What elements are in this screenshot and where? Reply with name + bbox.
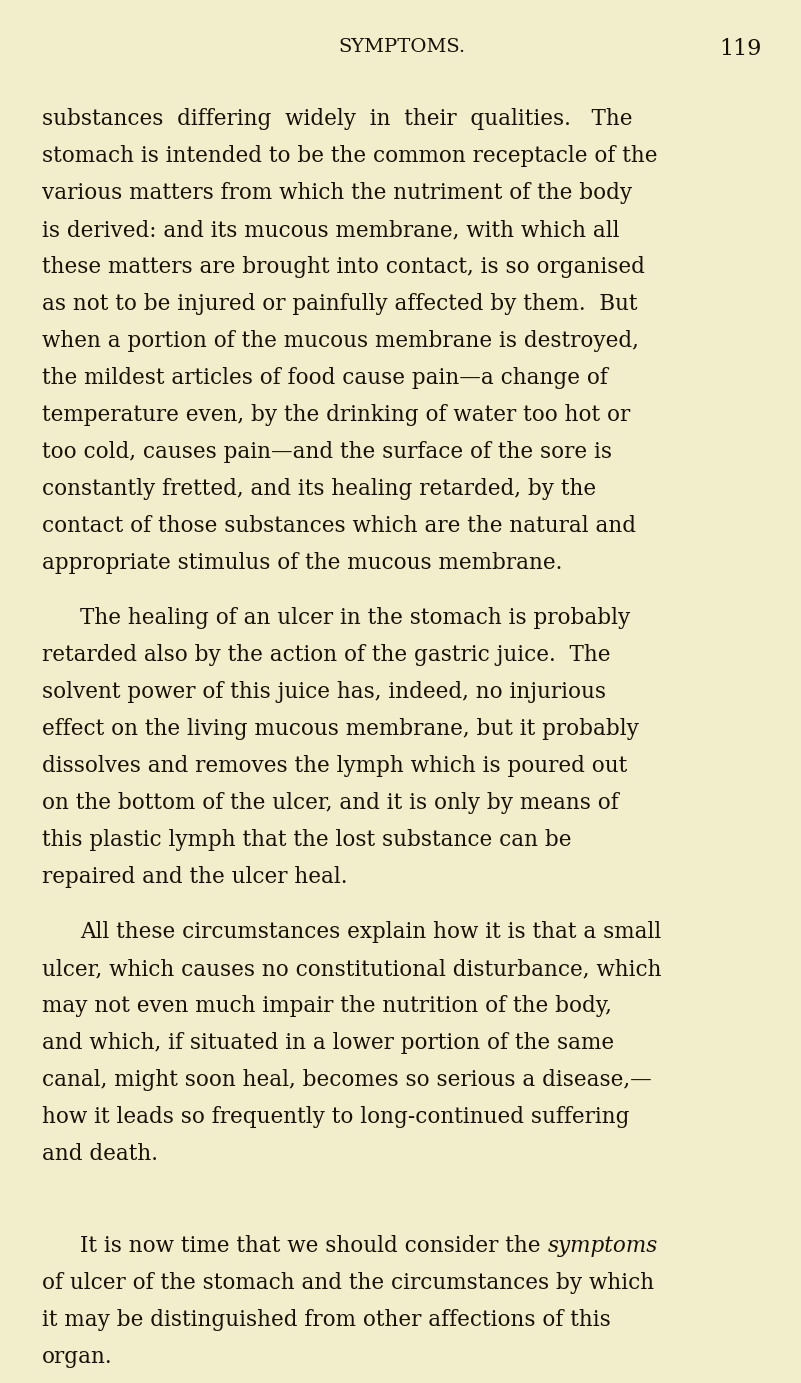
- Text: as not to be injured or painfully affected by them.  But: as not to be injured or painfully affect…: [42, 293, 638, 315]
- Text: is derived: and its mucous membrane, with which all: is derived: and its mucous membrane, wit…: [42, 219, 619, 241]
- Text: All these circumstances explain how it is that a small: All these circumstances explain how it i…: [80, 921, 662, 943]
- Text: contact of those substances which are the natural and: contact of those substances which are th…: [42, 514, 636, 537]
- Text: organ.: organ.: [42, 1346, 113, 1368]
- Text: the mildest articles of food cause pain—a change of: the mildest articles of food cause pain—…: [42, 366, 608, 389]
- Text: and death.: and death.: [42, 1142, 158, 1164]
- Text: It is now time that we should consider the: It is now time that we should consider t…: [80, 1235, 547, 1257]
- Text: temperature even, by the drinking of water too hot or: temperature even, by the drinking of wat…: [42, 404, 630, 426]
- Text: SYMPTOMS.: SYMPTOMS.: [339, 37, 465, 55]
- Text: repaired and the ulcer heal.: repaired and the ulcer heal.: [42, 866, 348, 888]
- Text: these matters are brought into contact, is so organised: these matters are brought into contact, …: [42, 256, 645, 278]
- Text: dissolves and removes the lymph which is poured out: dissolves and removes the lymph which is…: [42, 755, 627, 777]
- Text: may not even much impair the nutrition of the body,: may not even much impair the nutrition o…: [42, 994, 612, 1017]
- Text: canal, might soon heal, becomes so serious a disease,—: canal, might soon heal, becomes so serio…: [42, 1069, 652, 1091]
- Text: retarded also by the action of the gastric juice.  The: retarded also by the action of the gastr…: [42, 644, 610, 667]
- Text: on the bottom of the ulcer, and it is only by means of: on the bottom of the ulcer, and it is on…: [42, 792, 618, 815]
- Text: symptoms: symptoms: [547, 1235, 658, 1257]
- Text: when a portion of the mucous membrane is destroyed,: when a portion of the mucous membrane is…: [42, 331, 639, 353]
- Text: ulcer, which causes no constitutional disturbance, which: ulcer, which causes no constitutional di…: [42, 958, 662, 981]
- Text: solvent power of this juice has, indeed, no injurious: solvent power of this juice has, indeed,…: [42, 680, 606, 703]
- Text: various matters from which the nutriment of the body: various matters from which the nutriment…: [42, 183, 632, 205]
- Text: constantly fretted, and its healing retarded, by the: constantly fretted, and its healing reta…: [42, 479, 596, 501]
- Text: how it leads so frequently to long-continued suffering: how it leads so frequently to long-conti…: [42, 1106, 630, 1129]
- Text: too cold, causes pain—and the surface of the sore is: too cold, causes pain—and the surface of…: [42, 441, 612, 463]
- Text: of ulcer of the stomach and the circumstances by which: of ulcer of the stomach and the circumst…: [42, 1272, 654, 1294]
- Text: stomach is intended to be the common receptacle of the: stomach is intended to be the common rec…: [42, 145, 658, 167]
- Text: it may be distinguished from other affections of this: it may be distinguished from other affec…: [42, 1308, 610, 1330]
- Text: appropriate stimulus of the mucous membrane.: appropriate stimulus of the mucous membr…: [42, 552, 562, 574]
- Text: 119: 119: [719, 37, 762, 59]
- Text: effect on the living mucous membrane, but it probably: effect on the living mucous membrane, bu…: [42, 718, 639, 740]
- Text: this plastic lymph that the lost substance can be: this plastic lymph that the lost substan…: [42, 828, 571, 851]
- Text: substances  differing  widely  in  their  qualities.   The: substances differing widely in their qua…: [42, 108, 633, 130]
- Text: The healing of an ulcer in the stomach is probably: The healing of an ulcer in the stomach i…: [80, 607, 630, 629]
- Text: and which, if situated in a lower portion of the same: and which, if situated in a lower portio…: [42, 1032, 614, 1054]
